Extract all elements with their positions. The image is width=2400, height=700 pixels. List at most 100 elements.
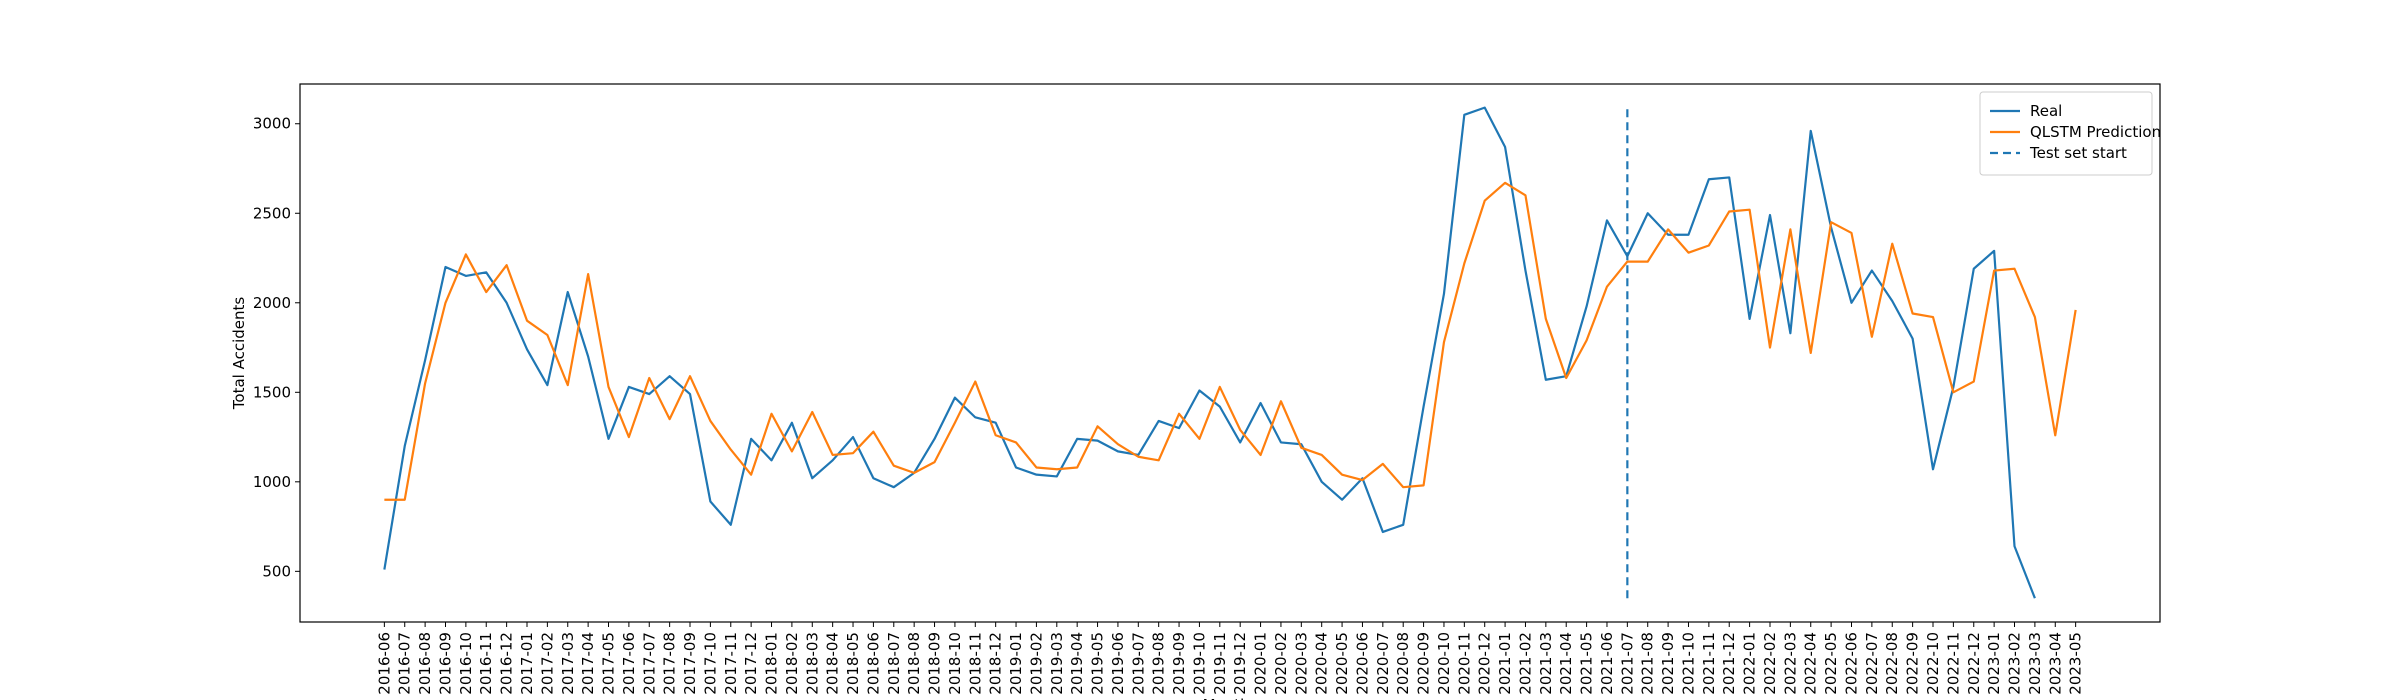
x-tick-label: 2018-08 [905, 632, 923, 695]
y-tick-label: 3000 [253, 115, 291, 133]
x-tick-label: 2022-05 [1822, 632, 1840, 695]
x-tick-label: 2017-09 [681, 632, 699, 695]
x-tick-label: 2021-01 [1496, 632, 1514, 695]
x-tick-label: 2018-12 [987, 632, 1005, 695]
x-tick-label: 2022-12 [1965, 632, 1983, 695]
x-tick-label: 2016-06 [375, 632, 393, 695]
x-tick-label: 2019-09 [1170, 632, 1188, 695]
x-tick-label: 2020-07 [1374, 632, 1392, 695]
x-tick-label: 2019-01 [1007, 632, 1025, 695]
x-tick-label: 2018-11 [966, 632, 984, 695]
x-tick-label: 2017-12 [742, 632, 760, 695]
y-tick-label: 1500 [253, 383, 291, 401]
x-tick-label: 2017-10 [701, 632, 719, 695]
x-tick-label: 2022-03 [1781, 632, 1799, 695]
x-tick-label: 2016-09 [436, 632, 454, 695]
x-tick-label: 2021-12 [1720, 632, 1738, 695]
x-tick-label: 2023-03 [2026, 632, 2044, 695]
x-tick-label: 2023-05 [2067, 632, 2085, 695]
x-tick-label: 2018-04 [824, 632, 842, 695]
x-tick-label: 2022-04 [1802, 632, 1820, 695]
legend-box [1979, 91, 2153, 176]
legend-label: Test set start [2029, 144, 2127, 162]
x-tick-label: 2020-06 [1353, 632, 1371, 695]
x-tick-label: 2019-04 [1068, 632, 1086, 695]
x-tick-label: 2020-01 [1252, 632, 1270, 695]
x-tick-label: 2022-10 [1924, 632, 1942, 695]
x-tick-label: 2021-09 [1659, 632, 1677, 695]
x-tick-label: 2021-05 [1578, 632, 1596, 695]
x-tick-label: 2016-07 [396, 632, 414, 695]
x-tick-label: 2020-02 [1272, 632, 1290, 695]
x-tick-label: 2022-08 [1883, 632, 1901, 695]
x-axis-label: Months [1203, 696, 1258, 700]
x-tick-label: 2022-01 [1741, 632, 1759, 695]
x-tick-label: 2017-02 [538, 632, 556, 695]
x-tick-label: 2021-06 [1598, 632, 1616, 695]
x-tick-label: 2016-12 [498, 632, 516, 695]
x-tick-label: 2018-06 [864, 632, 882, 695]
x-tick-label: 2019-07 [1129, 632, 1147, 695]
x-tick-label: 2022-11 [1944, 632, 1962, 695]
x-tick-label: 2020-12 [1476, 632, 1494, 695]
legend-label: QLSTM Prediction [2030, 123, 2161, 141]
y-axis-label: Total Accidents [230, 297, 248, 411]
x-tick-label: 2016-08 [416, 632, 434, 695]
x-tick-label: 2020-05 [1333, 632, 1351, 695]
x-tick-label: 2021-11 [1700, 632, 1718, 695]
x-tick-label: 2019-08 [1150, 632, 1168, 695]
x-tick-label: 2022-06 [1842, 632, 1860, 695]
x-tick-label: 2020-09 [1415, 632, 1433, 695]
x-tick-label: 2018-03 [803, 632, 821, 695]
x-tick-label: 2019-11 [1211, 632, 1229, 695]
x-tick-label: 2020-10 [1435, 632, 1453, 695]
x-tick-label: 2017-05 [600, 632, 618, 695]
x-tick-label: 2017-07 [640, 632, 658, 695]
x-tick-label: 2017-08 [661, 632, 679, 695]
x-tick-label: 2019-05 [1089, 632, 1107, 695]
x-tick-label: 2018-05 [844, 632, 862, 695]
y-tick-label: 500 [262, 562, 291, 580]
x-tick-label: 2017-03 [559, 632, 577, 695]
y-tick-label: 2500 [253, 204, 291, 222]
x-tick-label: 2020-03 [1292, 632, 1310, 695]
plot-frame [299, 83, 2161, 623]
x-tick-label: 2020-08 [1394, 632, 1412, 695]
x-tick-label: 2018-10 [946, 632, 964, 695]
x-tick-label: 2018-02 [783, 632, 801, 695]
x-tick-label: 2023-02 [2006, 632, 2024, 695]
x-tick-label: 2021-08 [1639, 632, 1657, 695]
x-tick-label: 2018-01 [763, 632, 781, 695]
y-tick-label: 1000 [253, 473, 291, 491]
x-tick-label: 2018-07 [885, 632, 903, 695]
x-tick-label: 2017-11 [722, 632, 740, 695]
x-tick-label: 2019-10 [1190, 632, 1208, 695]
x-tick-label: 2019-12 [1231, 632, 1249, 695]
x-tick-label: 2021-07 [1618, 632, 1636, 695]
x-tick-label: 2016-10 [457, 632, 475, 695]
x-tick-label: 2023-04 [2046, 632, 2064, 695]
x-tick-label: 2017-04 [579, 632, 597, 695]
y-tick-label: 2000 [253, 294, 291, 312]
x-tick-label: 2018-09 [926, 632, 944, 695]
x-tick-label: 2021-03 [1537, 632, 1555, 695]
x-tick-label: 2023-01 [1985, 632, 2003, 695]
x-tick-label: 2022-09 [1904, 632, 1922, 695]
x-tick-label: 2019-06 [1109, 632, 1127, 695]
x-tick-label: 2022-02 [1761, 632, 1779, 695]
x-tick-label: 2019-02 [1027, 632, 1045, 695]
x-tick-label: 2020-11 [1455, 632, 1473, 695]
x-tick-label: 2016-11 [477, 632, 495, 695]
x-tick-label: 2017-01 [518, 632, 536, 695]
x-tick-label: 2017-06 [620, 632, 638, 695]
x-tick-label: 2021-10 [1679, 632, 1697, 695]
x-tick-label: 2021-02 [1516, 632, 1534, 695]
series-line [383, 106, 2036, 599]
x-tick-label: 2019-03 [1048, 632, 1066, 695]
x-tick-label: 2021-04 [1557, 632, 1575, 695]
x-tick-label: 2022-07 [1863, 632, 1881, 695]
x-tick-label: 2020-04 [1313, 632, 1331, 695]
series-line [384, 181, 2077, 501]
